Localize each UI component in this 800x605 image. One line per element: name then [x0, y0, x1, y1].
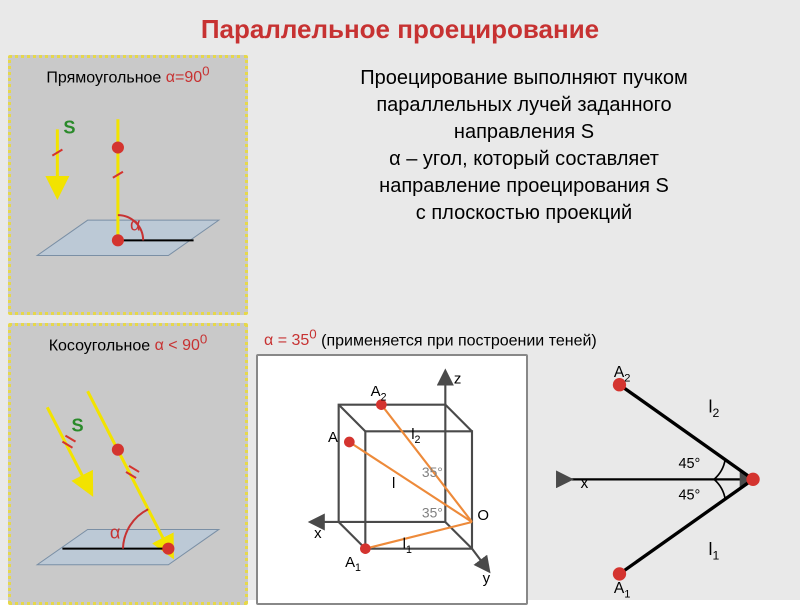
point-top [112, 142, 124, 154]
point-a [344, 437, 355, 448]
tick-icon [129, 466, 139, 472]
y-axis [472, 549, 488, 570]
ortho-title-plain: Прямоугольное [46, 69, 165, 86]
s-label: S [71, 416, 83, 436]
angle-arc-lower [714, 480, 725, 500]
page-title: Параллельное проецирование [8, 8, 792, 55]
cube-back [365, 432, 472, 549]
x-label: x [581, 476, 589, 493]
vertex-point [746, 473, 759, 486]
oblique-card: Косоугольное α < 900 α S [8, 323, 248, 605]
ortho-card: Прямоугольное α=900 [8, 55, 248, 315]
grid: Прямоугольное α=900 [8, 55, 792, 605]
l1-label: l1 [709, 539, 720, 562]
ortho-title: Прямоугольное α=900 [17, 64, 239, 91]
tick-icon [65, 436, 75, 442]
l2-label: l2 [709, 397, 720, 420]
z-label: z [454, 371, 461, 388]
angle-45-lower: 45° [678, 488, 700, 504]
alpha-label: α [110, 523, 121, 543]
point-a1 [360, 544, 371, 555]
projection-plane [37, 530, 219, 565]
note-alpha: α = 350 [264, 332, 317, 349]
flat-card: x A2 A1 l2 l1 45° 45° [536, 354, 792, 605]
o-label: O [477, 507, 489, 524]
s-label: S [63, 118, 75, 138]
oblique-title-alpha: α < 900 [155, 337, 208, 354]
angle-35-lower: 35° [422, 505, 443, 521]
desc-line: направления S [276, 119, 772, 146]
oblique-title: Косоугольное α < 900 [17, 332, 239, 359]
description-block: Проецирование выполняют пучком параллель… [256, 55, 792, 315]
a-label: A [328, 429, 338, 446]
oblique-diagram: α S [17, 359, 239, 599]
y-label: y [483, 570, 491, 587]
angle-note: α = 350 (применяется при построении тене… [256, 323, 792, 354]
l-label: l [392, 475, 395, 492]
projection-ray [88, 392, 169, 549]
alpha-label: α [130, 215, 141, 235]
desc-line: с плоскостью проекций [276, 200, 772, 227]
angle-45-upper: 45° [678, 457, 700, 473]
cube-edge [339, 522, 366, 549]
a1-label: A1 [345, 554, 361, 574]
point-top [112, 444, 124, 456]
flat-diagram: x A2 A1 l2 l1 45° 45° [536, 354, 792, 605]
cube-edge [339, 405, 366, 432]
desc-line: α – угол, который составляет [276, 146, 772, 173]
desc-line: направление проецирования S [276, 173, 772, 200]
angle-35-upper: 35° [422, 465, 443, 481]
ortho-diagram: α S [17, 91, 239, 309]
cube-diagram: z y x O A A1 A2 l1 l2 l 35° 35° [264, 362, 520, 597]
a1-label: A1 [614, 580, 631, 600]
oblique-title-plain: Косоугольное [49, 337, 155, 354]
point-bottom [162, 543, 174, 555]
cube-edge [445, 405, 472, 432]
lower-right: α = 350 (применяется при построении тене… [256, 323, 792, 605]
x-label: x [314, 525, 322, 542]
cube-card: z y x O A A1 A2 l1 l2 l 35° 35° [256, 354, 528, 605]
point-bottom [112, 235, 124, 247]
ortho-title-alpha: α=900 [166, 69, 210, 86]
desc-line: Проецирование выполняют пучком [276, 65, 772, 92]
angle-arc-upper [714, 460, 725, 480]
l-line [349, 442, 472, 522]
projection-plane [37, 221, 219, 256]
point-a1 [613, 568, 626, 581]
l2-label: l2 [411, 426, 420, 446]
note-plain: (применяется при построении теней) [317, 332, 597, 349]
desc-line: параллельных лучей заданного [276, 92, 772, 119]
root: Параллельное проецирование Прямоугольное… [0, 0, 800, 600]
l1-line [365, 522, 472, 549]
